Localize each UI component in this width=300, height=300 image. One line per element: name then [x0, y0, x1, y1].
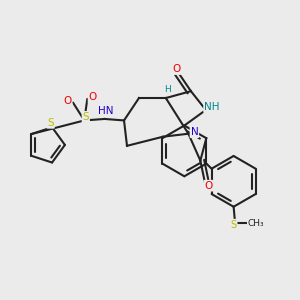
Text: HN: HN: [98, 106, 114, 116]
Text: S: S: [230, 220, 237, 230]
Text: S: S: [47, 118, 54, 128]
Text: H: H: [164, 85, 171, 94]
Text: N: N: [190, 127, 198, 137]
Text: O: O: [88, 92, 97, 102]
Text: CH₃: CH₃: [248, 219, 264, 228]
Text: S: S: [82, 112, 89, 122]
Text: O: O: [204, 181, 212, 191]
Text: NH: NH: [204, 102, 220, 112]
Text: O: O: [64, 96, 72, 106]
Text: O: O: [173, 64, 181, 74]
